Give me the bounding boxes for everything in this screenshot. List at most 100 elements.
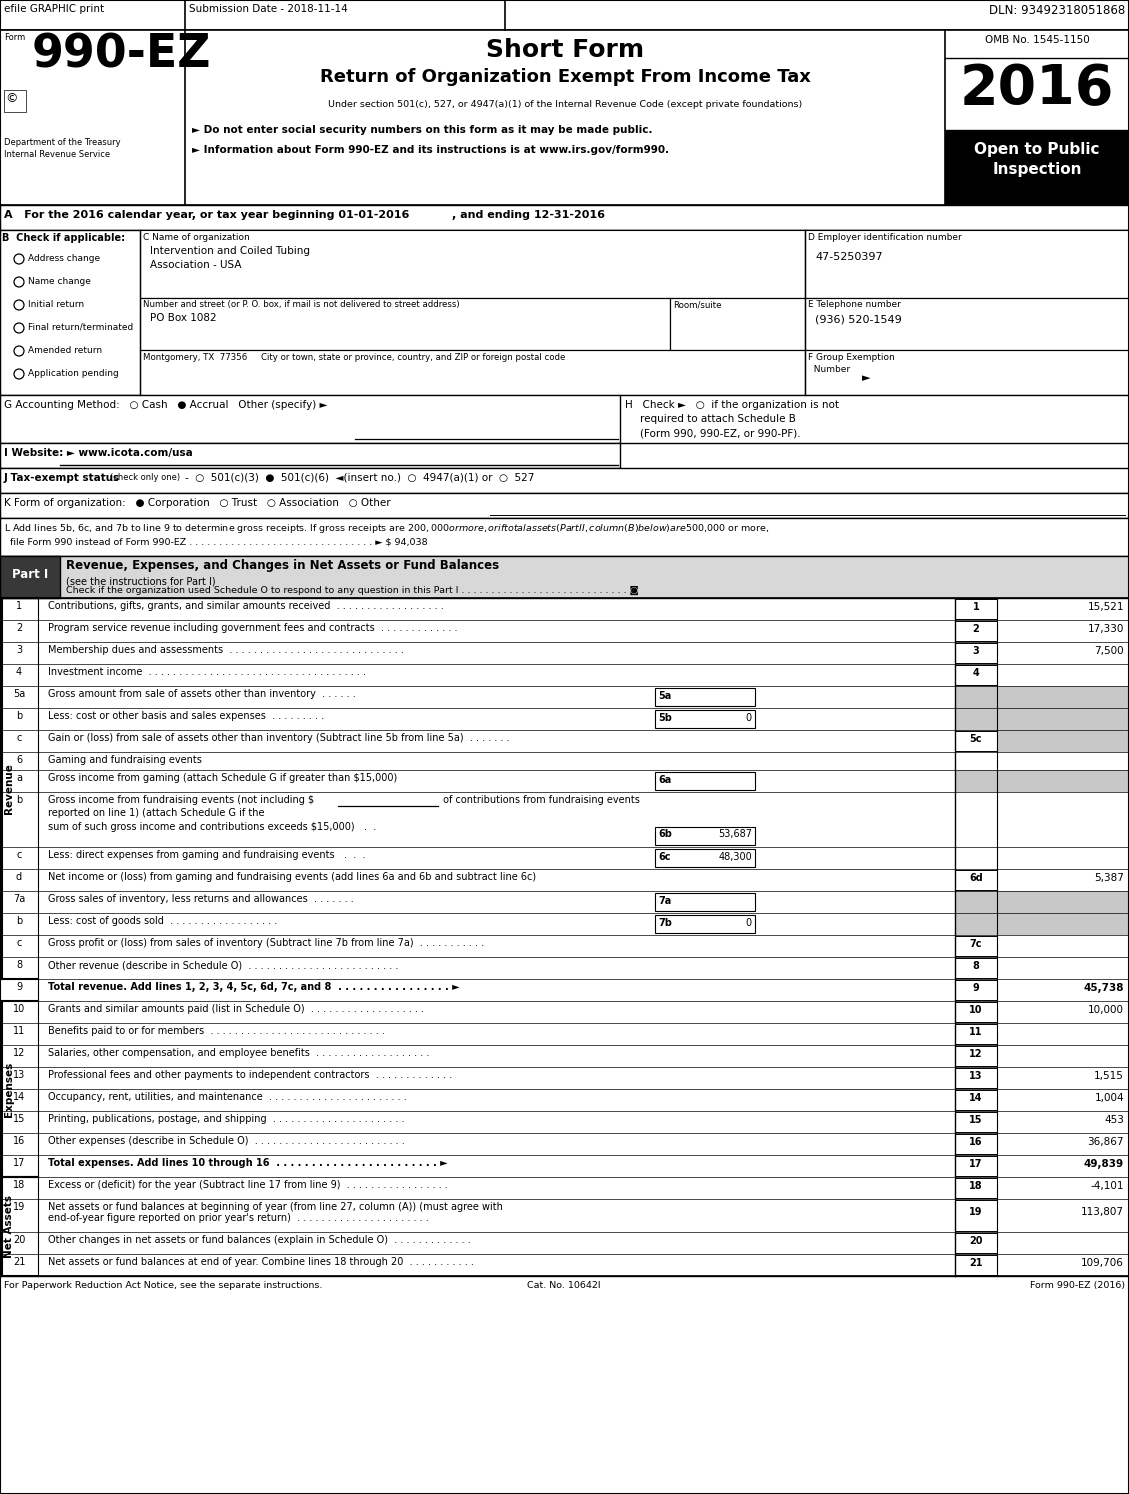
Text: 1: 1 bbox=[16, 601, 23, 611]
Text: 49,839: 49,839 bbox=[1084, 1159, 1124, 1168]
Text: 7a: 7a bbox=[658, 896, 672, 905]
Text: 18: 18 bbox=[12, 1180, 25, 1191]
Text: 5,387: 5,387 bbox=[1094, 872, 1124, 883]
Text: Membership dues and assessments  . . . . . . . . . . . . . . . . . . . . . . . .: Membership dues and assessments . . . . … bbox=[49, 645, 404, 654]
Text: Benefits paid to or for members  . . . . . . . . . . . . . . . . . . . . . . . .: Benefits paid to or for members . . . . … bbox=[49, 1026, 385, 1035]
Text: Revenue, Expenses, and Changes in Net Assets or Fund Balances: Revenue, Expenses, and Changes in Net As… bbox=[65, 559, 499, 572]
Text: end-of-year figure reported on prior year's return)  . . . . . . . . . . . . . .: end-of-year figure reported on prior yea… bbox=[49, 1213, 429, 1224]
Text: 16: 16 bbox=[12, 1135, 25, 1146]
Bar bbox=[655, 893, 755, 911]
Text: Application pending: Application pending bbox=[28, 369, 119, 378]
Bar bbox=[0, 598, 1129, 1276]
Text: 21: 21 bbox=[12, 1256, 25, 1267]
Bar bbox=[655, 689, 755, 707]
Text: Number: Number bbox=[808, 365, 850, 374]
Text: file Form 990 instead of Form 990-EZ . . . . . . . . . . . . . . . . . . . . . .: file Form 990 instead of Form 990-EZ . .… bbox=[5, 536, 428, 545]
Text: F Group Exemption: F Group Exemption bbox=[808, 353, 895, 362]
Text: 10,000: 10,000 bbox=[1088, 1005, 1124, 1014]
Bar bbox=[955, 937, 997, 956]
Bar bbox=[955, 731, 997, 751]
Text: Excess or (deficit) for the year (Subtract line 17 from line 9)  . . . . . . . .: Excess or (deficit) for the year (Subtra… bbox=[49, 1180, 448, 1191]
Text: 1,515: 1,515 bbox=[1094, 1071, 1124, 1082]
Text: of contributions from fundraising events: of contributions from fundraising events bbox=[440, 795, 640, 805]
Text: Total revenue. Add lines 1, 2, 3, 4, 5c, 6d, 7c, and 8  . . . . . . . . . . . . : Total revenue. Add lines 1, 2, 3, 4, 5c,… bbox=[49, 982, 460, 992]
Text: 13: 13 bbox=[970, 1071, 982, 1082]
Text: 6: 6 bbox=[16, 754, 23, 765]
Bar bbox=[0, 468, 1129, 493]
Text: Program service revenue including government fees and contracts  . . . . . . . .: Program service revenue including govern… bbox=[49, 623, 457, 633]
Bar bbox=[955, 731, 1129, 751]
Text: 13: 13 bbox=[12, 1070, 25, 1080]
Text: 14: 14 bbox=[12, 1092, 25, 1103]
Text: Submission Date - 2018-11-14: Submission Date - 2018-11-14 bbox=[189, 4, 348, 13]
Text: B  Check if applicable:: B Check if applicable: bbox=[2, 233, 125, 244]
Bar bbox=[805, 350, 1129, 394]
Bar bbox=[0, 518, 1129, 556]
Text: 10: 10 bbox=[970, 1005, 982, 1014]
Text: Printing, publications, postage, and shipping  . . . . . . . . . . . . . . . . .: Printing, publications, postage, and shi… bbox=[49, 1115, 404, 1123]
Text: 20: 20 bbox=[970, 1236, 982, 1246]
Text: Name change: Name change bbox=[28, 276, 90, 285]
Text: 15: 15 bbox=[12, 1115, 25, 1123]
Text: Final return/terminated: Final return/terminated bbox=[28, 323, 133, 332]
Text: ► Do not enter social security numbers on this form as it may be made public.: ► Do not enter social security numbers o… bbox=[192, 125, 653, 134]
Bar bbox=[0, 30, 1129, 205]
Text: 7c: 7c bbox=[970, 940, 982, 949]
Text: Return of Organization Exempt From Income Tax: Return of Organization Exempt From Incom… bbox=[320, 69, 811, 87]
Text: b: b bbox=[16, 795, 23, 805]
Text: ►: ► bbox=[863, 374, 870, 382]
Text: Montgomery, TX  77356     City or town, state or province, country, and ZIP or f: Montgomery, TX 77356 City or town, state… bbox=[143, 353, 566, 362]
Text: Net Assets: Net Assets bbox=[5, 1195, 14, 1258]
Text: 9: 9 bbox=[972, 983, 979, 994]
Bar bbox=[5, 90, 26, 112]
Text: 0: 0 bbox=[746, 713, 752, 723]
Text: 19: 19 bbox=[970, 1207, 982, 1218]
Text: 2: 2 bbox=[16, 623, 23, 633]
Bar bbox=[0, 444, 620, 468]
Bar bbox=[805, 297, 1129, 350]
Text: 20: 20 bbox=[12, 1236, 25, 1245]
Text: Gross profit or (loss) from sales of inventory (Subtract line 7b from line 7a)  : Gross profit or (loss) from sales of inv… bbox=[49, 938, 484, 949]
Text: Net income or (loss) from gaming and fundraising events (add lines 6a and 6b and: Net income or (loss) from gaming and fun… bbox=[49, 872, 536, 881]
Text: Expenses: Expenses bbox=[5, 1061, 14, 1116]
Text: Form: Form bbox=[5, 33, 25, 42]
Text: 4: 4 bbox=[972, 668, 979, 678]
Text: Occupancy, rent, utilities, and maintenance  . . . . . . . . . . . . . . . . . .: Occupancy, rent, utilities, and maintena… bbox=[49, 1092, 406, 1103]
Text: 5c: 5c bbox=[970, 734, 982, 744]
Text: Revenue: Revenue bbox=[5, 763, 14, 814]
Text: 7,500: 7,500 bbox=[1094, 645, 1124, 656]
Bar bbox=[805, 230, 1129, 297]
Text: 4: 4 bbox=[16, 666, 23, 677]
Text: I Website: ► www.icota.com/usa: I Website: ► www.icota.com/usa bbox=[5, 448, 193, 459]
Text: Less: cost or other basis and sales expenses  . . . . . . . . .: Less: cost or other basis and sales expe… bbox=[49, 711, 324, 722]
Bar bbox=[955, 1233, 997, 1253]
Text: (Form 990, 990-EZ, or 990-PF).: (Form 990, 990-EZ, or 990-PF). bbox=[640, 427, 800, 438]
Bar bbox=[955, 665, 997, 686]
Bar bbox=[955, 599, 997, 619]
Text: Department of the Treasury: Department of the Treasury bbox=[5, 137, 121, 146]
Text: d: d bbox=[16, 872, 23, 881]
Bar bbox=[955, 642, 997, 663]
Text: 6b: 6b bbox=[658, 829, 672, 840]
Text: 9: 9 bbox=[16, 982, 23, 992]
Text: H   Check ►   ○  if the organization is not: H Check ► ○ if the organization is not bbox=[625, 400, 839, 409]
Text: 12: 12 bbox=[970, 1049, 982, 1059]
Text: ©: © bbox=[5, 93, 18, 105]
Text: 17,330: 17,330 bbox=[1087, 624, 1124, 633]
Bar bbox=[955, 1046, 997, 1067]
Bar bbox=[655, 828, 755, 846]
Bar bbox=[945, 130, 1129, 205]
Text: 8: 8 bbox=[16, 961, 23, 970]
Text: c: c bbox=[16, 850, 21, 861]
Bar bbox=[0, 394, 1129, 444]
Text: Total expenses. Add lines 10 through 16  . . . . . . . . . . . . . . . . . . . .: Total expenses. Add lines 10 through 16 … bbox=[49, 1158, 447, 1168]
Bar bbox=[955, 1023, 997, 1044]
Text: OMB No. 1545-1150: OMB No. 1545-1150 bbox=[984, 34, 1089, 45]
Text: (check only one): (check only one) bbox=[110, 474, 181, 483]
Text: b: b bbox=[16, 711, 23, 722]
Text: Gross income from fundraising events (not including $: Gross income from fundraising events (no… bbox=[49, 795, 314, 805]
Text: Amended return: Amended return bbox=[28, 347, 102, 356]
Bar bbox=[0, 556, 60, 598]
Text: 1: 1 bbox=[972, 602, 979, 613]
Text: 45,738: 45,738 bbox=[1084, 983, 1124, 994]
